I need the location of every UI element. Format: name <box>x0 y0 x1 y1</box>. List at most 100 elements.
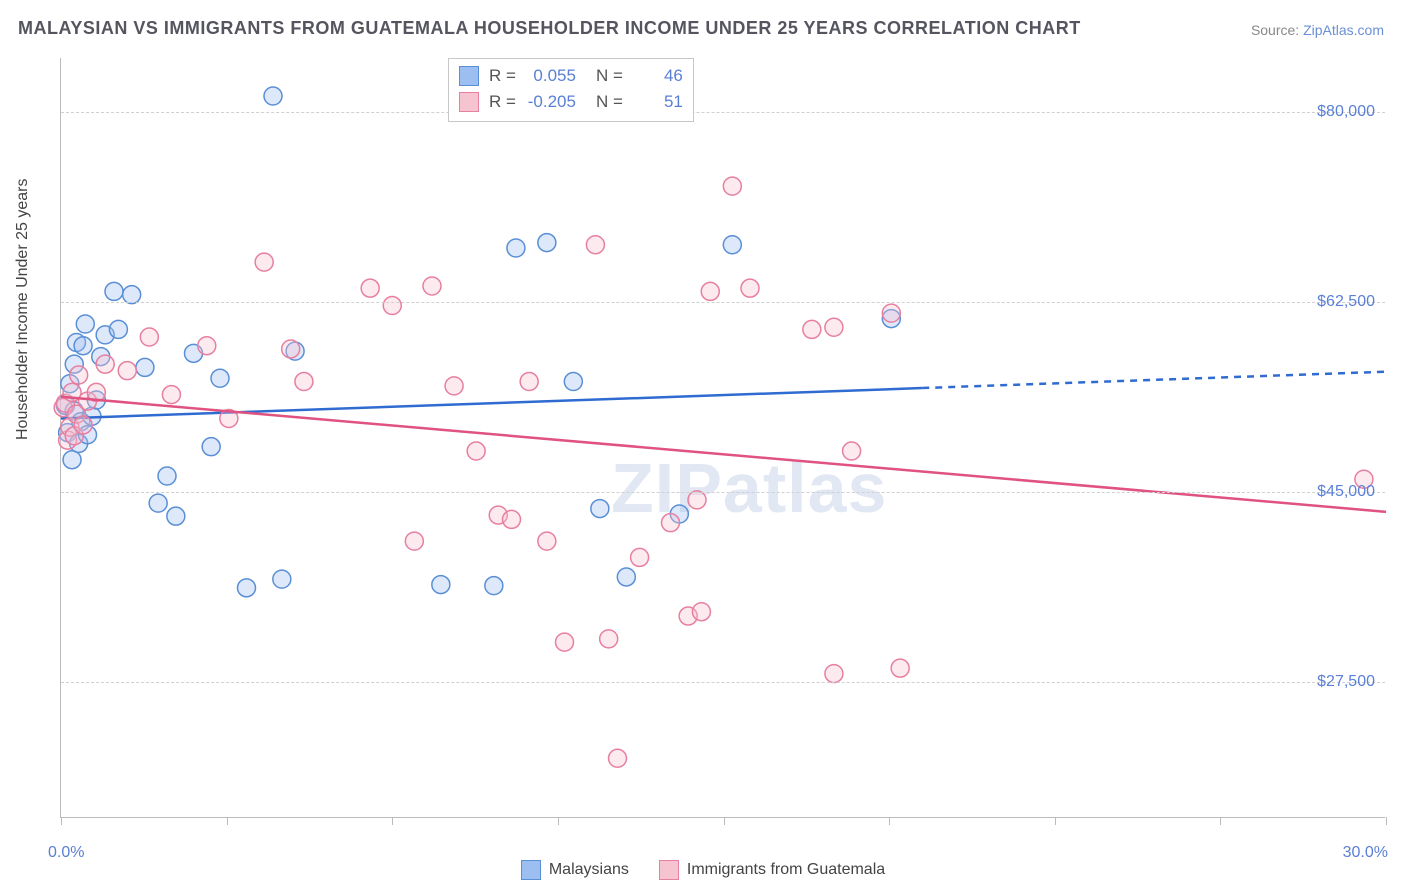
x-tick <box>889 817 890 825</box>
scatter-point <box>273 570 291 588</box>
legend-label: Malaysians <box>549 861 629 879</box>
x-tick <box>724 817 725 825</box>
scatter-point <box>140 328 158 346</box>
stats-N-label: N = <box>596 66 623 86</box>
trend-line <box>61 397 1386 512</box>
gridline <box>61 112 1385 113</box>
scatter-point <box>882 304 900 322</box>
stats-N-label: N = <box>596 92 623 112</box>
source-link[interactable]: ZipAtlas.com <box>1303 22 1384 38</box>
scatter-point <box>485 577 503 595</box>
y-tick-label: $45,000 <box>1317 483 1375 501</box>
scatter-point <box>507 239 525 257</box>
scatter-point <box>891 659 909 677</box>
scatter-point <box>609 749 627 767</box>
gridline <box>61 302 1385 303</box>
scatter-point <box>162 386 180 404</box>
x-axis-min-label: 0.0% <box>48 844 84 862</box>
x-axis-max-label: 30.0% <box>1343 844 1388 862</box>
scatter-point <box>591 500 609 518</box>
source-attribution: Source: ZipAtlas.com <box>1251 22 1384 38</box>
legend-swatch <box>521 860 541 880</box>
scatter-point <box>74 416 92 434</box>
y-axis-label: Householder Income Under 25 years <box>14 179 32 440</box>
x-tick <box>558 817 559 825</box>
scatter-point <box>467 442 485 460</box>
scatter-point <box>383 297 401 315</box>
scatter-point <box>255 253 273 271</box>
stats-R-value: 0.055 <box>526 66 576 86</box>
scatter-point <box>238 579 256 597</box>
scatter-point <box>843 442 861 460</box>
scatter-point <box>158 467 176 485</box>
trend-line <box>61 388 922 418</box>
scatter-point <box>692 603 710 621</box>
scatter-point <box>538 234 556 252</box>
y-tick-label: $80,000 <box>1317 103 1375 121</box>
legend-swatch <box>659 860 679 880</box>
scatter-point <box>423 277 441 295</box>
scatter-point <box>520 373 538 391</box>
scatter-point <box>76 315 94 333</box>
scatter-point <box>118 362 136 380</box>
scatter-point <box>136 358 154 376</box>
scatter-point <box>105 282 123 300</box>
x-tick <box>227 817 228 825</box>
stats-R-value: -0.205 <box>526 92 576 112</box>
gridline <box>61 682 1385 683</box>
scatter-point <box>825 665 843 683</box>
scatter-point <box>198 337 216 355</box>
source-prefix: Source: <box>1251 22 1303 38</box>
scatter-point <box>600 630 618 648</box>
scatter-point <box>741 279 759 297</box>
x-tick <box>1386 817 1387 825</box>
scatter-point <box>149 494 167 512</box>
scatter-point <box>825 318 843 336</box>
scatter-point <box>538 532 556 550</box>
stats-N-value: 51 <box>633 92 683 112</box>
scatter-point <box>70 366 88 384</box>
legend-item: Immigrants from Guatemala <box>659 860 885 880</box>
scatter-point <box>432 576 450 594</box>
x-tick <box>1220 817 1221 825</box>
x-tick <box>61 817 62 825</box>
x-tick <box>1055 817 1056 825</box>
scatter-point <box>74 337 92 355</box>
scatter-point <box>662 514 680 532</box>
legend-label: Immigrants from Guatemala <box>687 861 885 879</box>
legend-item: Malaysians <box>521 860 629 880</box>
scatter-point <box>167 507 185 525</box>
scatter-point <box>264 87 282 105</box>
scatter-point <box>586 236 604 254</box>
scatter-point <box>295 373 313 391</box>
scatter-point <box>556 633 574 651</box>
scatter-point <box>803 320 821 338</box>
scatter-point <box>564 373 582 391</box>
scatter-point <box>723 236 741 254</box>
legend-swatch <box>459 66 479 86</box>
stats-legend-box: R = 0.055 N = 46 R = -0.205 N = 51 <box>448 58 694 122</box>
scatter-point <box>688 491 706 509</box>
scatter-point <box>701 282 719 300</box>
chart-title: MALAYSIAN VS IMMIGRANTS FROM GUATEMALA H… <box>18 18 1081 39</box>
x-tick <box>392 817 393 825</box>
legend-swatch <box>459 92 479 112</box>
scatter-point <box>63 451 81 469</box>
y-tick-label: $27,500 <box>1317 673 1375 691</box>
plot-area: ZIPatlas $27,500$45,000$62,500$80,000 <box>60 58 1385 818</box>
scatter-point <box>405 532 423 550</box>
scatter-point <box>211 369 229 387</box>
scatter-point <box>445 377 463 395</box>
scatter-point <box>723 177 741 195</box>
scatter-point <box>96 355 114 373</box>
stats-R-label: R = <box>489 92 516 112</box>
scatter-point <box>617 568 635 586</box>
series-legend: Malaysians Immigrants from Guatemala <box>0 860 1406 880</box>
gridline <box>61 492 1385 493</box>
scatter-point <box>202 438 220 456</box>
scatter-point <box>631 548 649 566</box>
stats-R-label: R = <box>489 66 516 86</box>
stats-N-value: 46 <box>633 66 683 86</box>
chart-svg <box>61 58 1385 817</box>
scatter-point <box>503 510 521 528</box>
